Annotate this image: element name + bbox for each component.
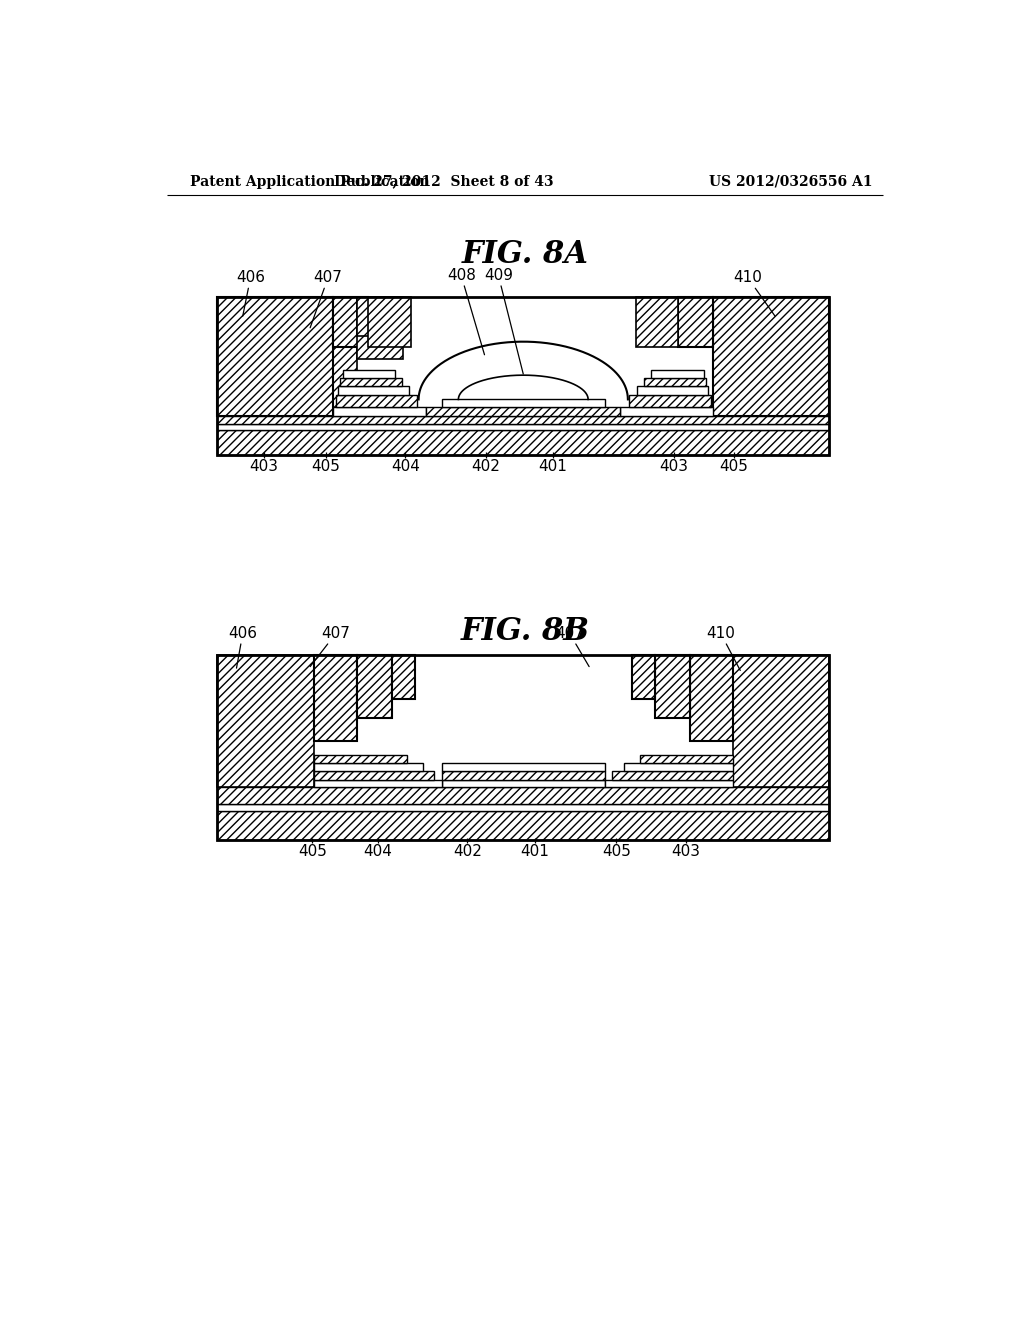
- Bar: [640, 755, 732, 763]
- Text: 401: 401: [539, 459, 567, 474]
- Bar: [442, 771, 604, 780]
- Bar: [217, 810, 829, 840]
- Text: Patent Application Publication: Patent Application Publication: [190, 174, 430, 189]
- Bar: [612, 771, 732, 780]
- Bar: [340, 378, 402, 385]
- Text: 410: 410: [733, 271, 775, 317]
- Bar: [334, 297, 369, 347]
- Text: 405: 405: [298, 843, 327, 859]
- Text: 406: 406: [228, 626, 257, 668]
- Bar: [637, 385, 709, 395]
- Bar: [217, 430, 829, 455]
- Bar: [621, 407, 713, 416]
- Bar: [442, 400, 604, 407]
- Bar: [314, 655, 356, 742]
- Text: 405: 405: [602, 843, 631, 859]
- Bar: [690, 655, 732, 742]
- Text: 403: 403: [659, 459, 688, 474]
- Bar: [314, 771, 434, 780]
- Bar: [391, 655, 415, 700]
- Bar: [732, 655, 829, 788]
- Text: 404: 404: [364, 843, 392, 859]
- Text: 408: 408: [446, 268, 484, 355]
- Bar: [217, 297, 334, 416]
- Text: 402: 402: [472, 459, 501, 474]
- Bar: [217, 655, 314, 788]
- Text: 410: 410: [707, 626, 740, 671]
- Bar: [217, 416, 829, 424]
- Bar: [217, 297, 829, 455]
- Bar: [217, 655, 829, 840]
- Bar: [369, 297, 411, 347]
- Text: 401: 401: [520, 843, 549, 859]
- Bar: [314, 755, 407, 763]
- Bar: [655, 655, 690, 718]
- Bar: [713, 297, 829, 416]
- Bar: [334, 407, 426, 416]
- Text: 407: 407: [555, 626, 589, 667]
- Bar: [314, 780, 442, 788]
- Bar: [632, 655, 655, 700]
- Text: 407: 407: [310, 626, 350, 667]
- Text: 406: 406: [236, 271, 265, 317]
- Bar: [630, 395, 711, 407]
- Bar: [636, 297, 678, 347]
- Bar: [624, 763, 732, 771]
- Text: 405: 405: [720, 459, 749, 474]
- Bar: [644, 378, 707, 385]
- Bar: [678, 297, 713, 347]
- Bar: [442, 780, 604, 788]
- Bar: [604, 780, 732, 788]
- Bar: [356, 297, 380, 335]
- Text: 407: 407: [310, 271, 342, 327]
- Text: 403: 403: [249, 459, 279, 474]
- Bar: [356, 655, 391, 718]
- Text: Dec. 27, 2012  Sheet 8 of 43: Dec. 27, 2012 Sheet 8 of 43: [335, 174, 554, 189]
- Bar: [314, 763, 423, 771]
- Bar: [343, 370, 395, 378]
- Text: 404: 404: [391, 459, 420, 474]
- Text: FIG. 8A: FIG. 8A: [462, 239, 588, 271]
- Bar: [442, 763, 604, 771]
- Bar: [217, 804, 829, 810]
- Bar: [217, 297, 356, 416]
- Text: US 2012/0326556 A1: US 2012/0326556 A1: [710, 174, 872, 189]
- Bar: [356, 297, 403, 359]
- Text: 402: 402: [453, 843, 482, 859]
- Bar: [651, 370, 703, 378]
- Text: 403: 403: [672, 843, 700, 859]
- Text: 409: 409: [484, 268, 523, 374]
- Bar: [336, 395, 417, 407]
- Text: FIG. 8B: FIG. 8B: [461, 616, 589, 647]
- Bar: [217, 788, 829, 804]
- Bar: [217, 424, 829, 430]
- Bar: [426, 407, 621, 416]
- Text: 405: 405: [311, 459, 340, 474]
- Bar: [338, 385, 410, 395]
